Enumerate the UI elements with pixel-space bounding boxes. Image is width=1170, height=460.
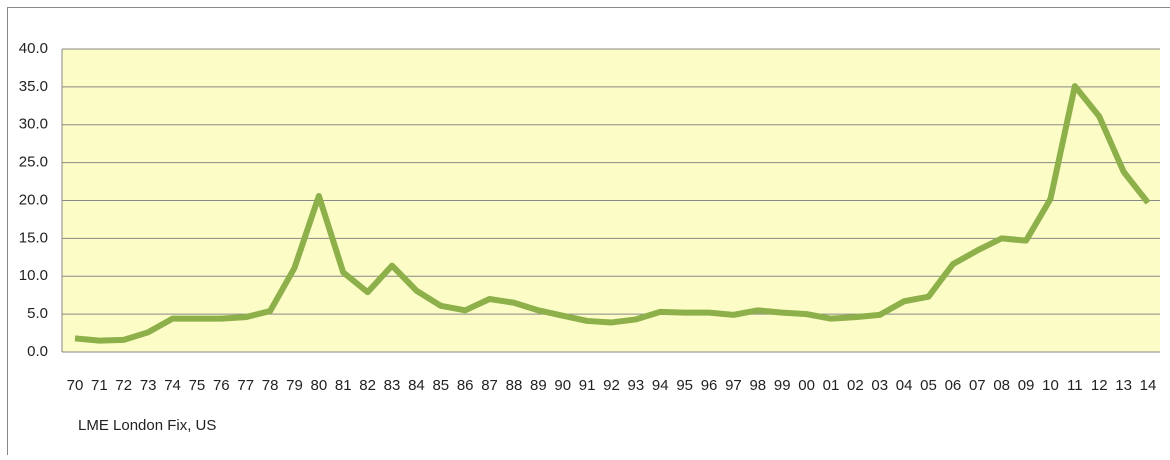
x-tick-label: 80 — [311, 377, 328, 394]
x-tick-label: 11 — [1067, 377, 1083, 394]
x-tick-label: 91 — [579, 377, 596, 394]
x-tick-label: 94 — [652, 377, 669, 394]
x-tick-label: 07 — [969, 377, 986, 394]
x-tick-label: 10 — [1042, 377, 1059, 394]
x-tick-label: 95 — [676, 377, 693, 394]
x-tick-label: 70 — [67, 377, 84, 394]
y-tick-label: 0.0 — [27, 343, 48, 360]
x-tick-label: 74 — [164, 377, 181, 394]
x-tick-label: 76 — [213, 377, 230, 394]
x-tick-label: 87 — [481, 377, 498, 394]
x-tick-label: 12 — [1091, 377, 1108, 394]
x-tick-label: 01 — [823, 377, 840, 394]
y-tick-label: 10.0 — [19, 267, 48, 284]
x-tick-label: 02 — [847, 377, 864, 394]
y-tick-label: 30.0 — [19, 116, 48, 133]
x-tick-label: 03 — [871, 377, 888, 394]
x-tick-label: 92 — [603, 377, 620, 394]
x-tick-label: 84 — [408, 377, 425, 394]
y-tick-label: 20.0 — [19, 191, 48, 208]
x-tick-label: 82 — [359, 377, 376, 394]
x-tick-label: 14 — [1140, 377, 1157, 394]
x-tick-label: 89 — [530, 377, 547, 394]
y-tick-label: 25.0 — [19, 154, 48, 171]
x-tick-label: 06 — [945, 377, 962, 394]
x-tick-label: 77 — [237, 377, 254, 394]
y-tick-label: 35.0 — [19, 78, 48, 95]
x-tick-label: 09 — [1018, 377, 1035, 394]
x-tick-label: 99 — [774, 377, 791, 394]
x-tick-label: 90 — [554, 377, 571, 394]
x-tick-label: 75 — [189, 377, 206, 394]
x-tick-label: 88 — [506, 377, 523, 394]
x-tick-label: 85 — [432, 377, 449, 394]
x-tick-label: 93 — [628, 377, 645, 394]
x-tick-label: 98 — [749, 377, 766, 394]
y-tick-label: 15.0 — [19, 229, 48, 246]
y-tick-label: 5.0 — [27, 305, 48, 322]
x-tick-label: 71 — [91, 377, 108, 394]
y-tick-label: 40.0 — [19, 40, 48, 57]
x-tick-label: 86 — [457, 377, 474, 394]
x-tick-label: 72 — [115, 377, 132, 394]
x-tick-label: 81 — [335, 377, 352, 394]
x-tick-label: 96 — [701, 377, 718, 394]
x-tick-label: 79 — [286, 377, 303, 394]
x-tick-label: 13 — [1115, 377, 1132, 394]
series-label: LME London Fix, US — [78, 417, 216, 434]
x-tick-label: 73 — [140, 377, 157, 394]
x-tick-label: 97 — [725, 377, 742, 394]
x-tick-label: 05 — [920, 377, 937, 394]
x-tick-label: 83 — [384, 377, 401, 394]
x-tick-label: 04 — [896, 377, 913, 394]
x-tick-label: 08 — [993, 377, 1010, 394]
x-tick-label: 00 — [798, 377, 815, 394]
x-tick-label: 78 — [262, 377, 279, 394]
